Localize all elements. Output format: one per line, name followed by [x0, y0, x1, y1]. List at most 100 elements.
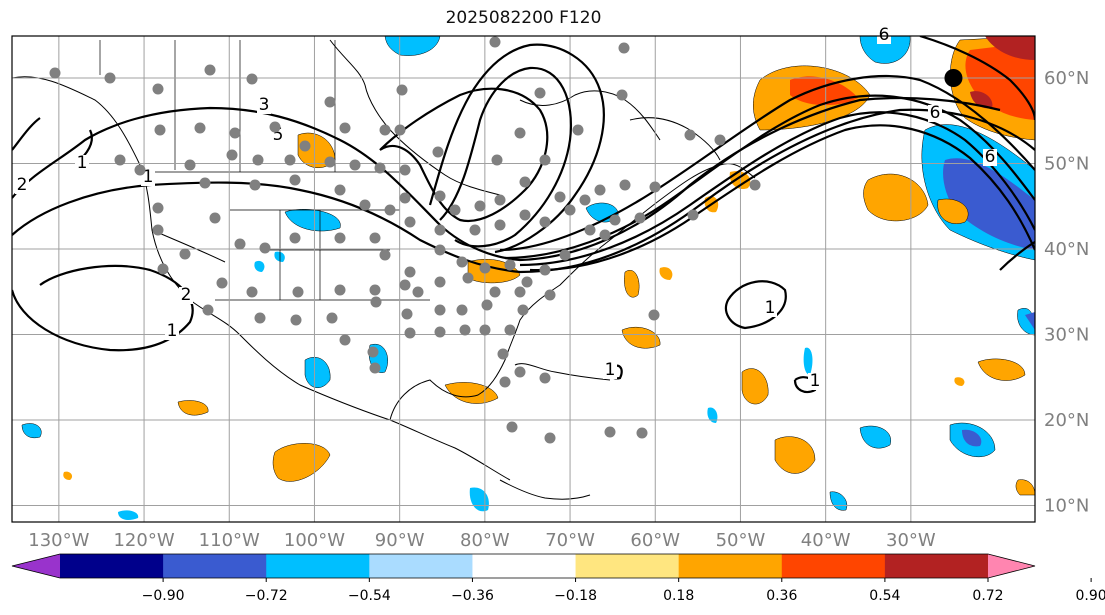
- contour-label-bg: [75, 155, 89, 172]
- longitude-label: 110°W: [199, 530, 260, 551]
- anomaly-patch: [63, 471, 73, 480]
- station-dot: [506, 421, 518, 433]
- colorbar-extend-low: [12, 554, 60, 578]
- station-dot: [157, 263, 169, 275]
- contour-line: [919, 36, 1035, 121]
- anomaly-patch: [741, 368, 769, 405]
- station-dot: [539, 264, 551, 276]
- anomaly-patch: [803, 347, 813, 375]
- longitude-labels: 130°W 120°W 110°W 100°W 90°W 80°W 70°W 60°W 50°W…: [28, 530, 936, 551]
- station-dot: [379, 249, 391, 261]
- station-dot: [474, 200, 486, 212]
- station-dot: [521, 276, 533, 288]
- anomaly-patch: [774, 436, 816, 474]
- colorbar-outline: [11, 553, 1036, 579]
- station-dot: [152, 224, 164, 236]
- station-dot: [284, 154, 296, 166]
- contour-label: 6: [879, 25, 890, 45]
- station-dot: [394, 124, 406, 136]
- anomaly-patch: [21, 423, 42, 439]
- station-dot: [616, 89, 628, 101]
- station-dot: [544, 289, 556, 301]
- colorbar-segment: [678, 554, 783, 578]
- station-dot: [497, 348, 509, 360]
- anomaly-patch: [659, 267, 673, 280]
- contour-label-bg: [179, 287, 193, 304]
- station-dot: [499, 376, 511, 388]
- contour-line: [12, 108, 1035, 274]
- station-dot: [299, 140, 311, 152]
- station-dot: [367, 346, 379, 358]
- station-dot: [289, 232, 301, 244]
- station-dot: [584, 224, 596, 236]
- contour-label: 1: [810, 371, 821, 391]
- contour-label: 6: [985, 147, 996, 167]
- station-dot: [534, 87, 546, 99]
- station-dot: [199, 177, 211, 189]
- colorbar-tick-label: −0.36: [451, 588, 494, 604]
- contour-label: 1: [77, 153, 88, 173]
- station-dot: [369, 362, 381, 374]
- border-lines: [99, 40, 430, 301]
- station-dot: [479, 262, 491, 274]
- station-dot: [434, 326, 446, 338]
- contour-line: [724, 280, 787, 330]
- station-dot: [462, 272, 474, 284]
- colorbar-tick-label: −0.90: [142, 588, 185, 604]
- station-dot: [469, 224, 481, 236]
- station-dot: [504, 259, 516, 271]
- colorbar-tick-label: 0.18: [663, 588, 694, 604]
- station-dot: [412, 286, 424, 298]
- station-dot: [434, 224, 446, 236]
- map-title: 2025082200 F120: [445, 8, 602, 28]
- colorbar-tick-label: −0.72: [245, 588, 288, 604]
- station-dot: [514, 286, 526, 298]
- anomaly-patch: [859, 36, 911, 64]
- station-dot: [49, 67, 61, 79]
- station-dot: [434, 190, 446, 202]
- contour-label-bg: [141, 169, 155, 186]
- station-dot: [494, 194, 506, 206]
- anomaly-patch: [469, 487, 489, 512]
- anomaly-patch: [977, 358, 1026, 381]
- contour-label: 6: [930, 103, 941, 123]
- longitude-label: 50°W: [716, 530, 766, 551]
- station-dot: [259, 242, 271, 254]
- anomaly-patch: [1025, 312, 1035, 330]
- station-dot: [554, 191, 566, 203]
- anomaly-patch: [863, 173, 929, 222]
- anomaly-patch: [790, 76, 858, 106]
- longitude-label: 40°W: [801, 530, 851, 551]
- station-dot: [504, 324, 516, 336]
- contour-label: 2: [181, 285, 192, 305]
- latitude-label: 50°N: [1044, 154, 1089, 175]
- station-dot: [326, 312, 338, 324]
- contour-label: 1: [605, 360, 616, 380]
- colorbar-segment: [575, 554, 680, 578]
- longitude-label: 90°W: [375, 530, 425, 551]
- station-dot: [154, 124, 166, 136]
- station-dot: [339, 334, 351, 346]
- station-dot: [432, 146, 444, 158]
- station-dot: [434, 244, 446, 256]
- anomaly-patch: [254, 260, 265, 272]
- station-dot: [489, 36, 501, 48]
- station-dot: [252, 154, 264, 166]
- station-dot: [491, 154, 503, 166]
- anomaly-patch: [304, 356, 331, 388]
- station-dot: [246, 73, 258, 85]
- contour-label-bg: [15, 177, 29, 194]
- location-marker: [944, 69, 963, 87]
- contour-line: [12, 117, 41, 151]
- station-dot: [374, 162, 386, 174]
- contour-line: [12, 96, 1001, 262]
- contour-label: 5: [273, 125, 284, 145]
- station-dot: [324, 96, 336, 108]
- station-dot: [254, 312, 266, 324]
- station-dot: [604, 426, 616, 438]
- station-dot: [539, 372, 551, 384]
- contour-line: [428, 43, 605, 254]
- station-dot: [184, 159, 196, 171]
- station-dot: [249, 179, 261, 191]
